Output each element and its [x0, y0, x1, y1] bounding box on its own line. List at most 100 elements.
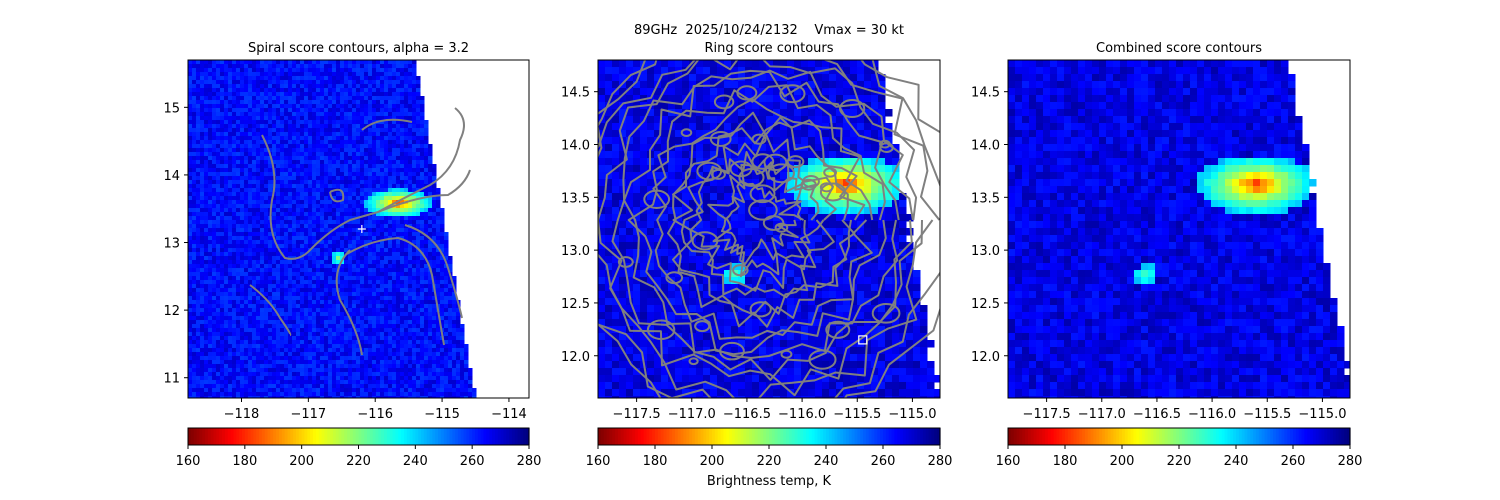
heat-cell: [212, 244, 217, 249]
heat-cell: [188, 284, 193, 289]
heat-cell: [272, 220, 277, 225]
heat-cell: [264, 220, 269, 225]
heat-cell: [272, 160, 277, 165]
heat-cell: [376, 124, 381, 129]
heat-cell: [300, 180, 305, 185]
heat-cell: [220, 92, 225, 97]
heat-cell: [300, 288, 305, 293]
heat-cell: [356, 256, 361, 261]
heat-cell: [364, 320, 369, 325]
heat-cell: [256, 236, 261, 241]
heat-cell: [416, 180, 421, 185]
heat-cell: [296, 196, 301, 201]
heat-cell: [340, 240, 345, 245]
heat-cell: [192, 328, 197, 333]
heat-cell: [372, 160, 377, 165]
heat-cell: [320, 112, 325, 117]
heat-cell: [268, 316, 273, 321]
heat-cell: [252, 128, 257, 133]
heat-cell: [264, 132, 269, 137]
heat-cell: [188, 372, 193, 377]
heat-cell: [380, 88, 385, 93]
heat-cell: [256, 88, 261, 93]
heat-cell: [292, 368, 297, 373]
heat-cell: [304, 216, 309, 221]
heat-cell: [332, 144, 337, 149]
heat-cell: [248, 120, 253, 125]
heat-cell: [328, 360, 333, 365]
heat-cell: [252, 288, 257, 293]
heat-cell: [388, 96, 393, 101]
heat-cell: [352, 356, 357, 361]
heat-cell: [256, 296, 261, 301]
heat-cell: [380, 96, 385, 101]
heat-cell: [424, 300, 429, 305]
heat-cell: [412, 296, 417, 301]
heat-cell: [196, 92, 201, 97]
heat-cell: [228, 188, 233, 193]
heat-cell: [388, 128, 393, 133]
heat-cell: [284, 244, 289, 249]
heat-cell: [328, 136, 333, 141]
heat-cell: [424, 120, 429, 125]
heat-cell: [356, 124, 361, 129]
heat-cell: [372, 284, 377, 289]
heat-cell: [276, 68, 281, 73]
heat-cell: [252, 204, 257, 209]
heat-cell: [340, 352, 345, 357]
heat-cell: [228, 344, 233, 349]
heat-cell: [424, 296, 429, 301]
heat-cell: [220, 152, 225, 157]
heat-cell: [456, 356, 461, 361]
heat-cell: [196, 208, 201, 213]
heat-cell: [396, 148, 401, 153]
heat-cell: [232, 372, 237, 377]
heat-cell: [248, 196, 253, 201]
heat-cell: [440, 248, 445, 253]
heat-cell: [240, 164, 245, 169]
heat-cell: [460, 368, 465, 373]
heat-cell: [236, 236, 241, 241]
heat-cell: [352, 128, 357, 133]
heat-cell: [256, 96, 261, 101]
heat-cell: [296, 172, 301, 177]
heat-cell: [408, 136, 413, 141]
heat-cell: [320, 120, 325, 125]
heat-cell: [212, 364, 217, 369]
heat-cell: [208, 352, 213, 357]
heat-cell: [380, 352, 385, 357]
heat-cell: [384, 108, 389, 113]
heat-cell: [460, 360, 465, 365]
heat-cell: [304, 76, 309, 81]
heat-cell: [440, 304, 445, 309]
heat-cell: [428, 152, 433, 157]
heat-cell: [296, 332, 301, 337]
heat-cell: [296, 68, 301, 73]
heat-cell: [296, 268, 301, 273]
heat-cell: [268, 236, 273, 241]
heat-cell: [224, 168, 229, 173]
heat-cell: [216, 180, 221, 185]
heat-cell: [312, 192, 317, 197]
heat-cell: [280, 356, 285, 361]
heat-cell: [244, 112, 249, 117]
heat-cell: [208, 316, 213, 321]
heat-cell: [272, 164, 277, 169]
heat-cell: [348, 124, 353, 129]
heat-cell: [376, 76, 381, 81]
heat-cell: [360, 304, 365, 309]
heat-cell: [196, 232, 201, 237]
heat-cell: [220, 200, 225, 205]
heat-cell: [340, 84, 345, 89]
heat-cell: [300, 260, 305, 265]
heat-cell: [388, 232, 393, 237]
heat-cell: [196, 260, 201, 265]
heat-cell: [396, 64, 401, 69]
heat-cell: [192, 136, 197, 141]
heat-cell: [336, 172, 341, 177]
heat-cell: [388, 300, 393, 305]
heat-cell: [216, 160, 221, 165]
heat-cell: [432, 264, 437, 269]
heat-cell: [292, 228, 297, 233]
heat-cell: [372, 220, 377, 225]
